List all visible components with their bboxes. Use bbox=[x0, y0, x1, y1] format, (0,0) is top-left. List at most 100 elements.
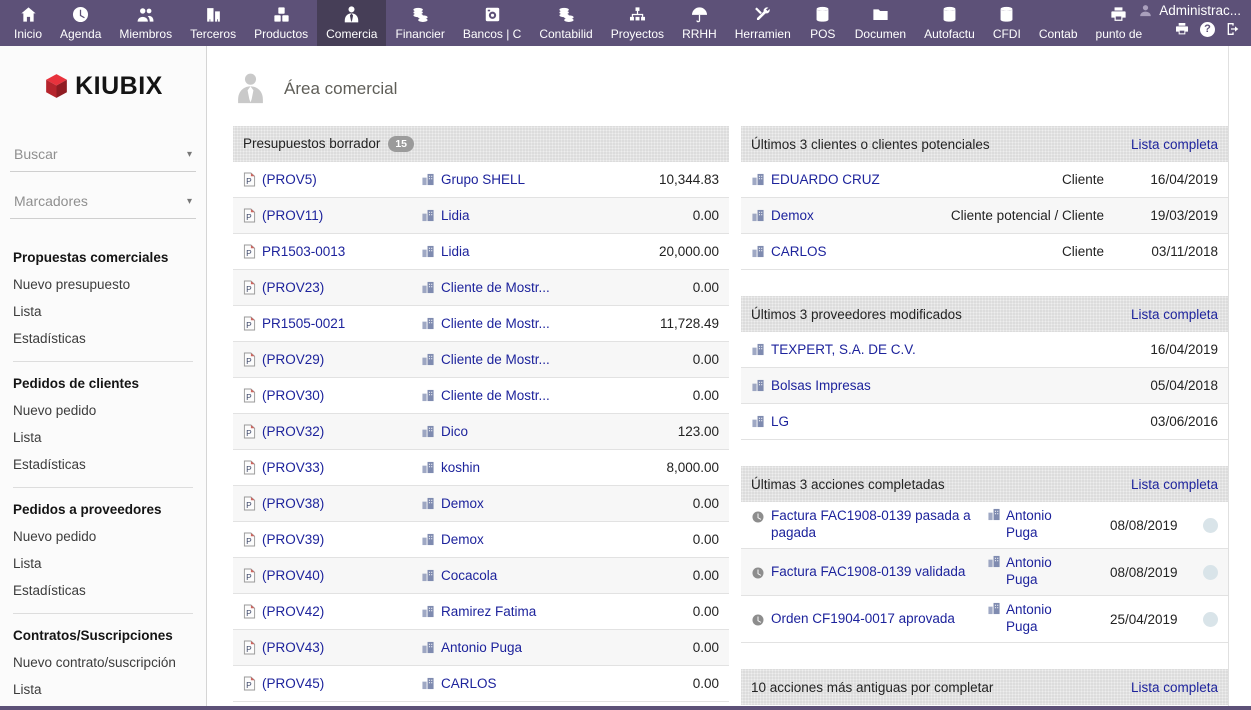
nav-item-icon bbox=[19, 5, 38, 24]
nav-item[interactable]: Productos bbox=[245, 0, 317, 46]
client-link[interactable]: Lidia bbox=[441, 208, 470, 223]
draft-ref-link[interactable]: PR1505-0021 bbox=[262, 316, 345, 331]
user-menu[interactable]: Administrac... bbox=[1138, 3, 1241, 18]
draft-ref-link[interactable]: (PROV45) bbox=[262, 676, 324, 691]
client-link[interactable]: Cliente de Mostr... bbox=[441, 388, 550, 403]
draft-ref-link[interactable]: (PROV42) bbox=[262, 604, 324, 619]
supplier-link[interactable]: LG bbox=[771, 414, 789, 429]
sidebar-entry[interactable]: Estadísticas bbox=[13, 451, 206, 478]
nav-item[interactable]: Terceros bbox=[181, 0, 245, 46]
client-link[interactable]: Cliente de Mostr... bbox=[441, 352, 550, 367]
action-link[interactable]: Factura FAC1908-0139 validada bbox=[771, 564, 965, 581]
sidebar-entry[interactable]: Contratos/Suscripciones bbox=[13, 617, 206, 649]
nav-item[interactable]: RRHH bbox=[673, 0, 726, 46]
sidebar-entry-label: Estadísticas bbox=[13, 457, 86, 472]
nav-item[interactable]: Herramien bbox=[726, 0, 800, 46]
sidebar-entry[interactable]: Estadísticas bbox=[13, 577, 206, 604]
supplier-link[interactable]: TEXPERT, S.A. DE C.V. bbox=[771, 342, 916, 357]
bookmarks-input[interactable]: Marcadores ▾ bbox=[10, 184, 196, 219]
nav-item[interactable]: CFDI bbox=[984, 0, 1030, 46]
draft-ref-link[interactable]: (PROV40) bbox=[262, 568, 324, 583]
search-input[interactable]: Buscar ▾ bbox=[10, 137, 196, 172]
draft-client-cell: Cocacola bbox=[421, 568, 609, 583]
client-link[interactable]: Demox bbox=[441, 532, 484, 547]
draft-client-cell: CARLOS bbox=[421, 676, 609, 691]
client-link[interactable]: CARLOS bbox=[441, 676, 497, 691]
sidebar-entry[interactable]: Lista bbox=[13, 550, 206, 577]
customer-link[interactable]: Demox bbox=[771, 208, 814, 223]
kiubix-logo[interactable]: KIUBIX bbox=[0, 72, 206, 101]
draft-ref-link[interactable]: PR1503-0013 bbox=[262, 244, 345, 259]
draft-ref-link[interactable]: (PROV23) bbox=[262, 280, 324, 295]
sidebar-entry[interactable] bbox=[13, 613, 193, 614]
action-user-link[interactable]: Antonio Puga bbox=[1006, 602, 1068, 636]
logout-icon[interactable] bbox=[1225, 21, 1241, 37]
action-link[interactable]: Orden CF1904-0017 aprovada bbox=[771, 611, 955, 628]
action-user-link[interactable]: Antonio Puga bbox=[1006, 508, 1068, 542]
draft-ref-cell: (PROV30) bbox=[243, 388, 421, 403]
draft-ref-link[interactable]: (PROV32) bbox=[262, 424, 324, 439]
nav-item[interactable]: Proyectos bbox=[602, 0, 673, 46]
draft-ref-link[interactable]: (PROV33) bbox=[262, 460, 324, 475]
draft-ref-link[interactable]: (PROV43) bbox=[262, 640, 324, 655]
client-link[interactable]: Cliente de Mostr... bbox=[441, 316, 550, 331]
supplier-link[interactable]: Bolsas Impresas bbox=[771, 378, 871, 393]
nav-item[interactable]: Contab bbox=[1030, 0, 1087, 46]
nav-item[interactable]: Documen bbox=[846, 0, 915, 46]
full-list-link[interactable]: Lista completa bbox=[1131, 477, 1218, 492]
sidebar-entry[interactable] bbox=[13, 361, 193, 362]
nav-item[interactable]: Contabilid bbox=[530, 0, 601, 46]
sidebar-entry[interactable]: Lista bbox=[13, 298, 206, 325]
client-link[interactable]: Demox bbox=[441, 496, 484, 511]
nav-item[interactable]: Miembros bbox=[110, 0, 181, 46]
help-icon[interactable]: ? bbox=[1200, 22, 1215, 37]
nav-item[interactable]: Autofactu bbox=[915, 0, 984, 46]
sidebar-entry[interactable]: Estadísticas bbox=[13, 325, 206, 352]
draft-ref-link[interactable]: (PROV29) bbox=[262, 352, 324, 367]
client-link[interactable]: Antonio Puga bbox=[441, 640, 522, 655]
proposal-document-icon bbox=[243, 676, 256, 691]
nav-item[interactable]: Agenda bbox=[51, 0, 110, 46]
print-icon[interactable] bbox=[1174, 21, 1190, 37]
action-user-link[interactable]: Antonio Puga bbox=[1006, 555, 1068, 589]
nav-item[interactable]: POS bbox=[800, 0, 846, 46]
sidebar-entry[interactable] bbox=[13, 487, 193, 488]
sidebar-entry[interactable]: Nuevo presupuesto bbox=[13, 271, 206, 298]
draft-ref-link[interactable]: (PROV30) bbox=[262, 388, 324, 403]
full-list-link[interactable]: Lista completa bbox=[1131, 307, 1218, 322]
customer-link[interactable]: CARLOS bbox=[771, 244, 827, 259]
client-link[interactable]: Dico bbox=[441, 424, 468, 439]
draft-ref-link[interactable]: (PROV38) bbox=[262, 496, 324, 511]
sidebar-entry[interactable]: Lista bbox=[13, 424, 206, 451]
draft-client-cell: Cliente de Mostr... bbox=[421, 280, 609, 295]
client-link[interactable]: Lidia bbox=[441, 244, 470, 259]
client-link[interactable]: koshin bbox=[441, 460, 480, 475]
sidebar-entry[interactable]: Nuevo contrato/suscripción bbox=[13, 649, 206, 676]
nav-item-label: POS bbox=[810, 27, 835, 41]
sidebar-entry[interactable]: Nuevo pedido bbox=[13, 523, 206, 550]
nav-item[interactable]: Bancos | C bbox=[454, 0, 530, 46]
sidebar-entry[interactable]: Propuestas comerciales bbox=[13, 239, 206, 271]
full-list-link[interactable]: Lista completa bbox=[1131, 137, 1218, 152]
nav-item[interactable]: Comercia bbox=[317, 0, 386, 46]
nav-item[interactable]: Financier bbox=[386, 0, 453, 46]
client-link[interactable]: Ramirez Fatima bbox=[441, 604, 536, 619]
action-link[interactable]: Factura FAC1908-0139 pasada a pagada bbox=[771, 508, 987, 542]
draft-ref-link[interactable]: (PROV5) bbox=[262, 172, 317, 187]
draft-client-cell: Ramirez Fatima bbox=[421, 604, 609, 619]
draft-ref-link[interactable]: (PROV11) bbox=[262, 208, 323, 223]
sidebar-entry[interactable]: Nuevo pedido bbox=[13, 397, 206, 424]
client-link[interactable]: Grupo SHELL bbox=[441, 172, 525, 187]
customer-link[interactable]: EDUARDO CRUZ bbox=[771, 172, 880, 187]
draft-amount: 0.00 bbox=[609, 640, 719, 655]
draft-ref-link[interactable]: (PROV39) bbox=[262, 532, 324, 547]
sidebar-entry[interactable]: Lista bbox=[13, 676, 206, 703]
client-link[interactable]: Cliente de Mostr... bbox=[441, 280, 550, 295]
full-list-link[interactable]: Lista completa bbox=[1131, 680, 1218, 695]
nav-item[interactable]: Inicio bbox=[5, 0, 51, 46]
sidebar-entry[interactable]: Pedidos a proveedores bbox=[13, 491, 206, 523]
nav-item-icon bbox=[753, 5, 772, 24]
draft-ref-cell: (PROV23) bbox=[243, 280, 421, 295]
sidebar-entry[interactable]: Pedidos de clientes bbox=[13, 365, 206, 397]
client-link[interactable]: Cocacola bbox=[441, 568, 497, 583]
